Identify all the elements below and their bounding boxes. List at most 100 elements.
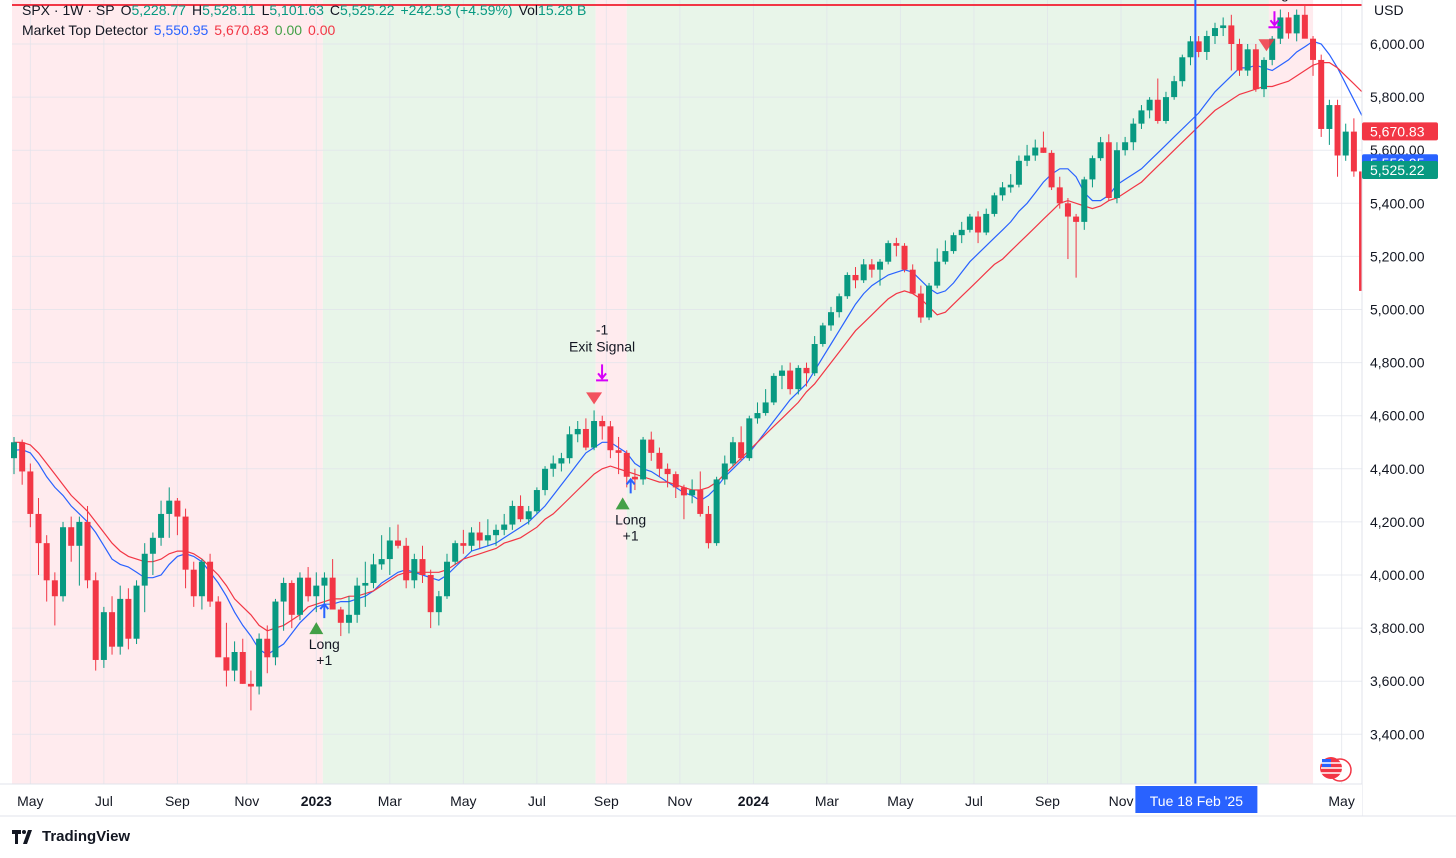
low-label: L xyxy=(261,2,270,18)
candle-down xyxy=(27,463,34,528)
candle-body xyxy=(836,296,843,313)
candle-down xyxy=(182,508,189,589)
candle-down xyxy=(288,580,295,629)
candle-up xyxy=(591,410,598,451)
candle-up xyxy=(926,282,933,321)
crosshair-date-label: Tue 18 Feb '25 xyxy=(1135,786,1258,813)
candle-up xyxy=(1203,30,1210,60)
candle-down xyxy=(852,267,859,289)
candle-up xyxy=(1138,105,1145,129)
candle-down xyxy=(337,606,344,637)
candle-down xyxy=(648,431,655,461)
long-triangle-icon xyxy=(615,497,630,510)
candle-body xyxy=(68,527,75,546)
indicator-legend[interactable]: Market Top Detector 5,550.95 5,670.83 0.00 0… xyxy=(22,22,341,38)
candle-body xyxy=(305,577,312,597)
candle-body xyxy=(411,559,418,581)
candle-down xyxy=(190,561,197,607)
candle-body xyxy=(877,261,884,270)
candle-down xyxy=(623,450,630,488)
candle-body xyxy=(582,428,589,448)
tradingview-logo[interactable]: TradingView xyxy=(12,828,130,845)
candle-body xyxy=(1154,99,1161,121)
candle-body xyxy=(1162,97,1169,121)
candle-body xyxy=(1113,150,1120,198)
volume-value: 15.28 B xyxy=(538,2,587,18)
candle-down xyxy=(419,545,426,583)
candle-up xyxy=(1244,44,1251,76)
candle-body xyxy=(27,471,34,514)
candle-body xyxy=(713,479,720,544)
candle-body xyxy=(313,585,320,597)
candle-body xyxy=(1081,179,1088,222)
price-tag-text: 5,670.83 xyxy=(1370,123,1425,139)
exit-signal-value: -1 xyxy=(596,321,609,337)
candle-body xyxy=(125,598,132,639)
candle-body xyxy=(983,213,990,233)
candle-up xyxy=(484,519,491,546)
candle-down xyxy=(247,670,254,711)
y-tick-label: 4,000.00 xyxy=(1370,567,1425,583)
candle-body xyxy=(223,657,230,671)
short-zone xyxy=(595,0,627,784)
x-tick-label: Nov xyxy=(1109,793,1134,809)
candle-body xyxy=(762,402,769,414)
candle-body xyxy=(558,458,565,464)
x-tick-label: Sep xyxy=(1035,793,1060,809)
candle-up xyxy=(525,505,532,525)
candle-body xyxy=(1187,41,1194,58)
candle-body xyxy=(354,585,361,615)
candle-up xyxy=(141,543,148,613)
candle-body xyxy=(1064,203,1071,217)
candle-up xyxy=(166,487,173,538)
long-triangle-icon xyxy=(309,622,324,635)
candle-body xyxy=(117,598,124,647)
candle-up xyxy=(885,240,892,265)
exit-arrow-icon xyxy=(1268,11,1281,29)
candle-body xyxy=(648,439,655,453)
exit-triangle-icon xyxy=(1258,39,1275,52)
candle-body xyxy=(1269,38,1276,60)
x-tick-label: 2023 xyxy=(301,793,332,809)
candle-body xyxy=(1105,142,1112,198)
candle-down xyxy=(893,237,900,257)
candle-up xyxy=(533,487,540,514)
candle-body xyxy=(738,442,745,459)
candle-up xyxy=(640,436,647,485)
candle-body xyxy=(321,577,328,586)
candle-down xyxy=(1154,78,1161,124)
x-tick-label: May xyxy=(450,793,476,809)
y-tick-label: 4,200.00 xyxy=(1370,514,1425,530)
candle-body xyxy=(525,511,532,520)
candle-down xyxy=(427,569,434,629)
candle-body xyxy=(1015,160,1022,185)
candle-body xyxy=(1007,184,1014,188)
candle-up xyxy=(1146,97,1153,119)
candle-body xyxy=(975,216,982,233)
candle-body xyxy=(860,264,867,281)
candle-down xyxy=(174,498,181,536)
candle-up xyxy=(256,633,263,695)
candle-body xyxy=(926,285,933,318)
candle-body xyxy=(885,243,892,262)
y-tick-label: 4,800.00 xyxy=(1370,355,1425,371)
short-zone xyxy=(1268,0,1314,784)
candle-body xyxy=(394,540,401,546)
candle-up xyxy=(76,516,83,586)
candle-body xyxy=(966,216,973,230)
high-label: H xyxy=(191,2,203,18)
candle-up xyxy=(435,590,442,626)
candle-down xyxy=(476,521,483,549)
price-tag-text: 5,525.22 xyxy=(1370,162,1425,178)
candle-body xyxy=(1261,59,1268,90)
candle-up xyxy=(1113,142,1120,204)
candle-body xyxy=(1220,25,1227,29)
candle-up xyxy=(296,572,303,621)
candle-body xyxy=(566,434,573,459)
candle-up xyxy=(370,553,377,589)
candle-body xyxy=(109,612,116,647)
candle-down xyxy=(1105,134,1112,201)
candle-up xyxy=(1211,22,1218,44)
high-value: 5,528.11 xyxy=(202,2,256,18)
